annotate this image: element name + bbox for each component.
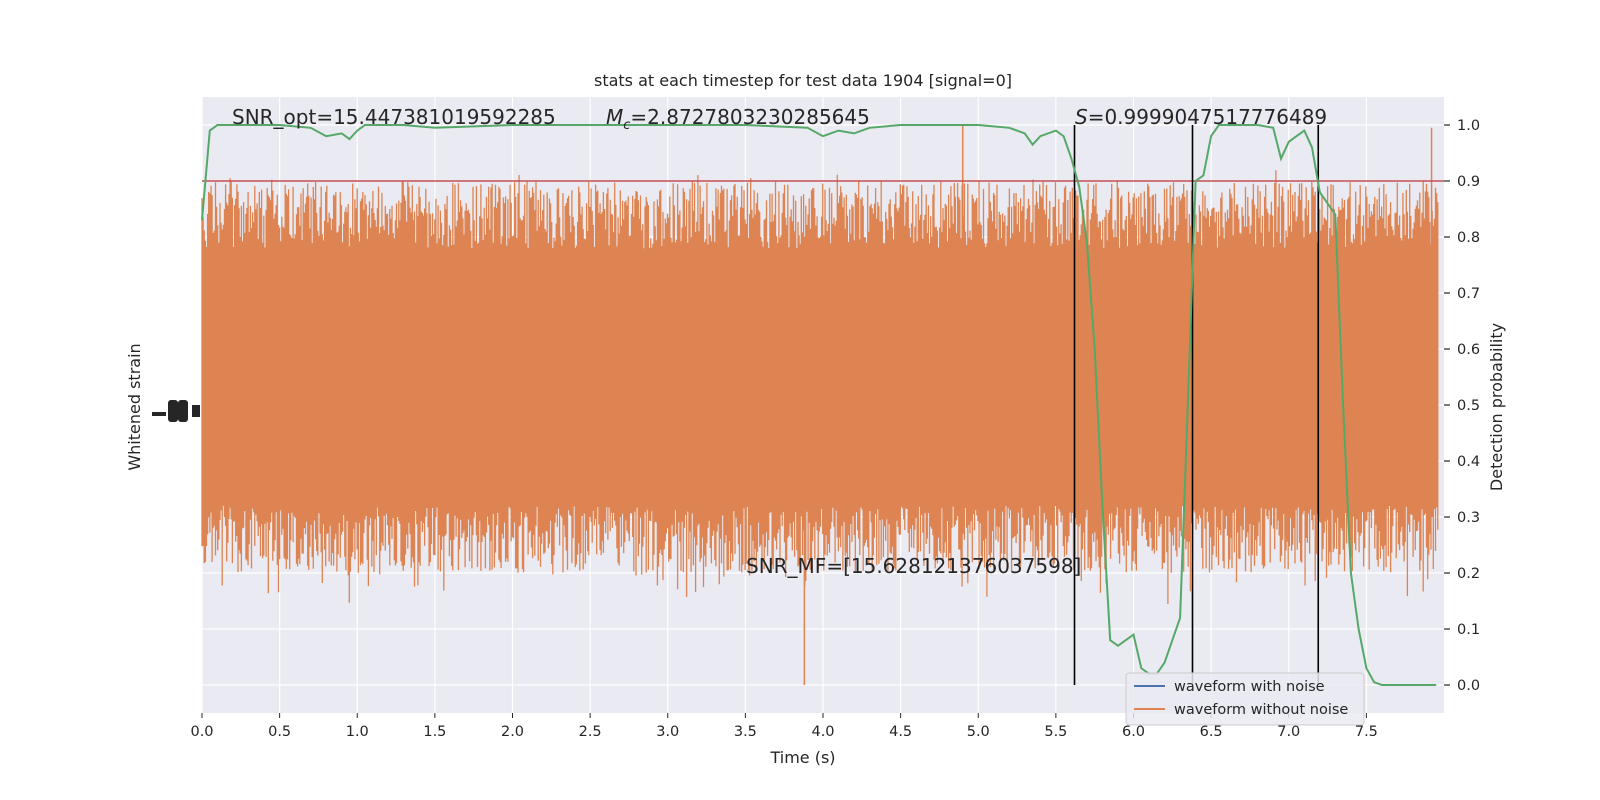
y-right-axis-title: Detection probability xyxy=(1487,323,1506,491)
legend-label-without-noise: waveform without noise xyxy=(1174,702,1348,718)
chirp-mass-value: =2.8727803230285645 xyxy=(630,105,869,129)
strain-series xyxy=(201,125,1439,685)
chirp-mass-annotation: Mc=2.8727803230285645 xyxy=(606,105,870,133)
y-tick-label: 0.6 xyxy=(1457,342,1480,358)
x-tick-label: 5.5 xyxy=(1044,724,1067,740)
probability-line xyxy=(201,124,1437,686)
s-symbol: S xyxy=(1075,105,1088,129)
chirp-mass-subscript: c xyxy=(623,118,630,133)
legend-label-with-noise: waveform with noise xyxy=(1174,679,1325,695)
probability-series xyxy=(201,124,1437,686)
y-tick-label: 1.0 xyxy=(1457,118,1480,134)
x-tick-label: 4.0 xyxy=(811,724,834,740)
s-annotation: S=0.9999047517776489 xyxy=(1075,105,1327,129)
chirp-mass-symbol: M xyxy=(606,105,623,129)
left-axis-collapsed-ticks xyxy=(152,400,200,422)
x-tick-label: 3.0 xyxy=(656,724,679,740)
x-tick-label: 1.0 xyxy=(346,724,369,740)
strain-dense-band xyxy=(202,276,1438,478)
x-tick-label: 3.5 xyxy=(734,724,757,740)
y-tick-label: 0.8 xyxy=(1457,230,1480,246)
y-right-axis-ticks: 0.0 0.1 0.2 0.3 0.4 0.5 0.6 0.7 0.8 0.9 1.0 xyxy=(1444,118,1480,694)
legend-box xyxy=(1125,672,1365,726)
x-tick-label: 2.0 xyxy=(501,724,524,740)
x-tick-label: 7.5 xyxy=(1355,724,1378,740)
y-tick-label: 0.5 xyxy=(1457,398,1480,414)
x-tick-label: 2.5 xyxy=(579,724,602,740)
legend: waveform with noise waveform without noi… xyxy=(1125,672,1365,726)
x-tick-label: 7.0 xyxy=(1277,724,1300,740)
x-tick-label: 4.5 xyxy=(889,724,912,740)
s-value: =0.9999047517776489 xyxy=(1088,105,1327,129)
y-left-axis-title: Whitened strain xyxy=(125,343,144,470)
y-tick-label: 0.2 xyxy=(1457,566,1480,582)
y-tick-label: 0.0 xyxy=(1457,678,1480,694)
snr-opt-annotation: SNR_opt=15.447381019592285 xyxy=(232,105,556,129)
x-tick-label: 6.0 xyxy=(1122,724,1145,740)
chart-title: stats at each timestep for test data 190… xyxy=(594,71,1012,90)
x-tick-label: 0.0 xyxy=(190,724,213,740)
y-tick-label: 0.9 xyxy=(1457,174,1480,190)
x-axis-ticks: 0.0 0.5 1.0 1.5 2.0 2.5 3.0 3.5 4.0 4.5 5.0 5.5 6.0 6… xyxy=(190,713,1378,740)
y-tick-label: 0.1 xyxy=(1457,622,1480,638)
x-tick-label: 1.5 xyxy=(423,724,446,740)
y-tick-label: 0.3 xyxy=(1457,510,1480,526)
x-tick-label: 5.0 xyxy=(967,724,990,740)
x-axis-title: Time (s) xyxy=(769,748,835,767)
y-tick-label: 0.7 xyxy=(1457,286,1480,302)
vertical-markers xyxy=(1073,125,1320,685)
snr-mf-annotation: SNR_MF=[15.628121376037598] xyxy=(746,554,1081,578)
x-tick-label: 0.5 xyxy=(268,724,291,740)
y-tick-label: 0.4 xyxy=(1457,454,1480,470)
x-tick-label: 6.5 xyxy=(1200,724,1223,740)
